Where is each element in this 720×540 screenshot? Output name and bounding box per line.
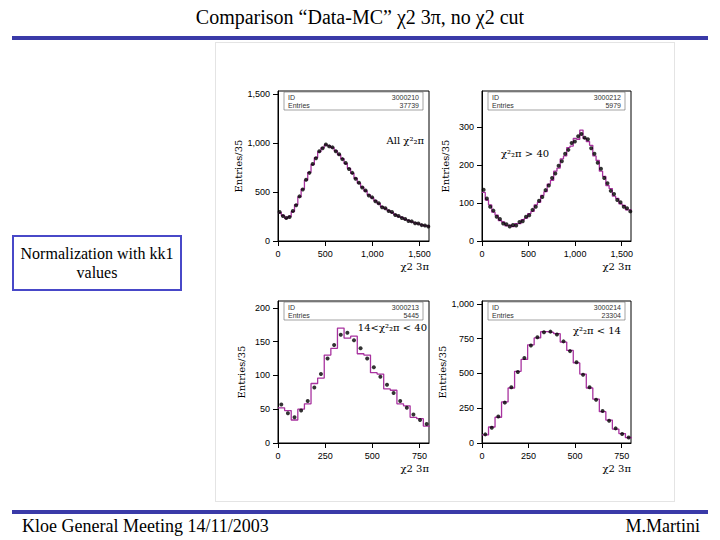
svg-text:37739: 37739 [400,102,420,109]
svg-text:ID: ID [492,304,499,311]
svg-text:750: 750 [459,334,474,344]
svg-text:500: 500 [521,249,536,259]
svg-text:50: 50 [260,404,270,414]
svg-text:3000213: 3000213 [392,304,419,311]
svg-text:0: 0 [265,236,270,246]
svg-text:3000214: 3000214 [594,304,621,311]
svg-text:Entries/35: Entries/35 [236,346,247,399]
svg-text:Entries/35: Entries/35 [233,140,244,193]
svg-text:3000210: 3000210 [392,94,419,101]
svg-text:ID: ID [288,94,295,101]
svg-text:ID: ID [288,304,295,311]
svg-text:300: 300 [459,122,474,132]
svg-text:5979: 5979 [605,102,621,109]
svg-text:500: 500 [365,451,380,461]
svg-text:Entries: Entries [288,312,310,319]
svg-text:200: 200 [255,303,270,313]
svg-text:χ2 3π: χ2 3π [602,261,631,272]
svg-text:200: 200 [459,160,474,170]
svg-text:150: 150 [255,337,270,347]
svg-text:0: 0 [275,451,280,461]
html-text:M.Martini: M.Martini [625,516,700,536]
svg-text:Entries: Entries [492,102,514,109]
svg-text:0: 0 [469,236,474,246]
svg-text:100: 100 [459,198,474,208]
svg-text:χ²₂π < 14: χ²₂π < 14 [573,325,621,336]
html-text:Normalization with kk1 values: Normalization with kk1 values [20,245,174,281]
svg-text:χ2 3π: χ2 3π [400,463,429,474]
svg-text:Entries/35: Entries/35 [440,140,451,193]
svg-text:250: 250 [318,451,333,461]
svg-text:1,000: 1,000 [247,138,270,148]
svg-text:All χ²₂π: All χ²₂π [386,135,425,146]
svg-text:0: 0 [479,451,484,461]
svg-text:0: 0 [275,249,280,259]
svg-text:5445: 5445 [403,312,419,319]
svg-text:500: 500 [318,249,333,259]
svg-text:1,000: 1,000 [361,249,384,259]
svg-text:500: 500 [459,368,474,378]
svg-text:23304: 23304 [602,312,622,319]
svg-text:250: 250 [521,451,536,461]
svg-text:500: 500 [568,451,583,461]
svg-text:1,500: 1,500 [610,249,633,259]
html-text:Comparison “Data-MC” χ2 3π, no: Comparison “Data-MC” χ2 3π, no χ2 cut [195,6,525,28]
svg-text:χ2 3π: χ2 3π [602,463,631,474]
svg-text:0: 0 [479,249,484,259]
svg-text:250: 250 [459,403,474,413]
svg-text:14<χ²₂π < 40: 14<χ²₂π < 40 [358,322,427,333]
svg-text:1,500: 1,500 [247,89,270,99]
svg-text:1,500: 1,500 [408,249,431,259]
svg-text:ID: ID [492,94,499,101]
svg-text:χ²₂π > 40: χ²₂π > 40 [501,148,549,159]
svg-text:750: 750 [412,451,427,461]
svg-text:0: 0 [469,438,474,448]
svg-text:1,000: 1,000 [564,249,587,259]
svg-text:Entries: Entries [492,312,514,319]
svg-text:Entries/35: Entries/35 [437,346,448,399]
svg-text:1,000: 1,000 [451,299,474,309]
svg-text:Entries: Entries [288,102,310,109]
svg-text:3000212: 3000212 [594,94,621,101]
html-text:Kloe General Meeting 14/11/200: Kloe General Meeting 14/11/2003 [22,516,269,536]
svg-text:750: 750 [614,451,629,461]
svg-text:100: 100 [255,370,270,380]
svg-text:χ2 3π: χ2 3π [400,261,429,272]
svg-text:500: 500 [255,187,270,197]
svg-text:0: 0 [265,438,270,448]
